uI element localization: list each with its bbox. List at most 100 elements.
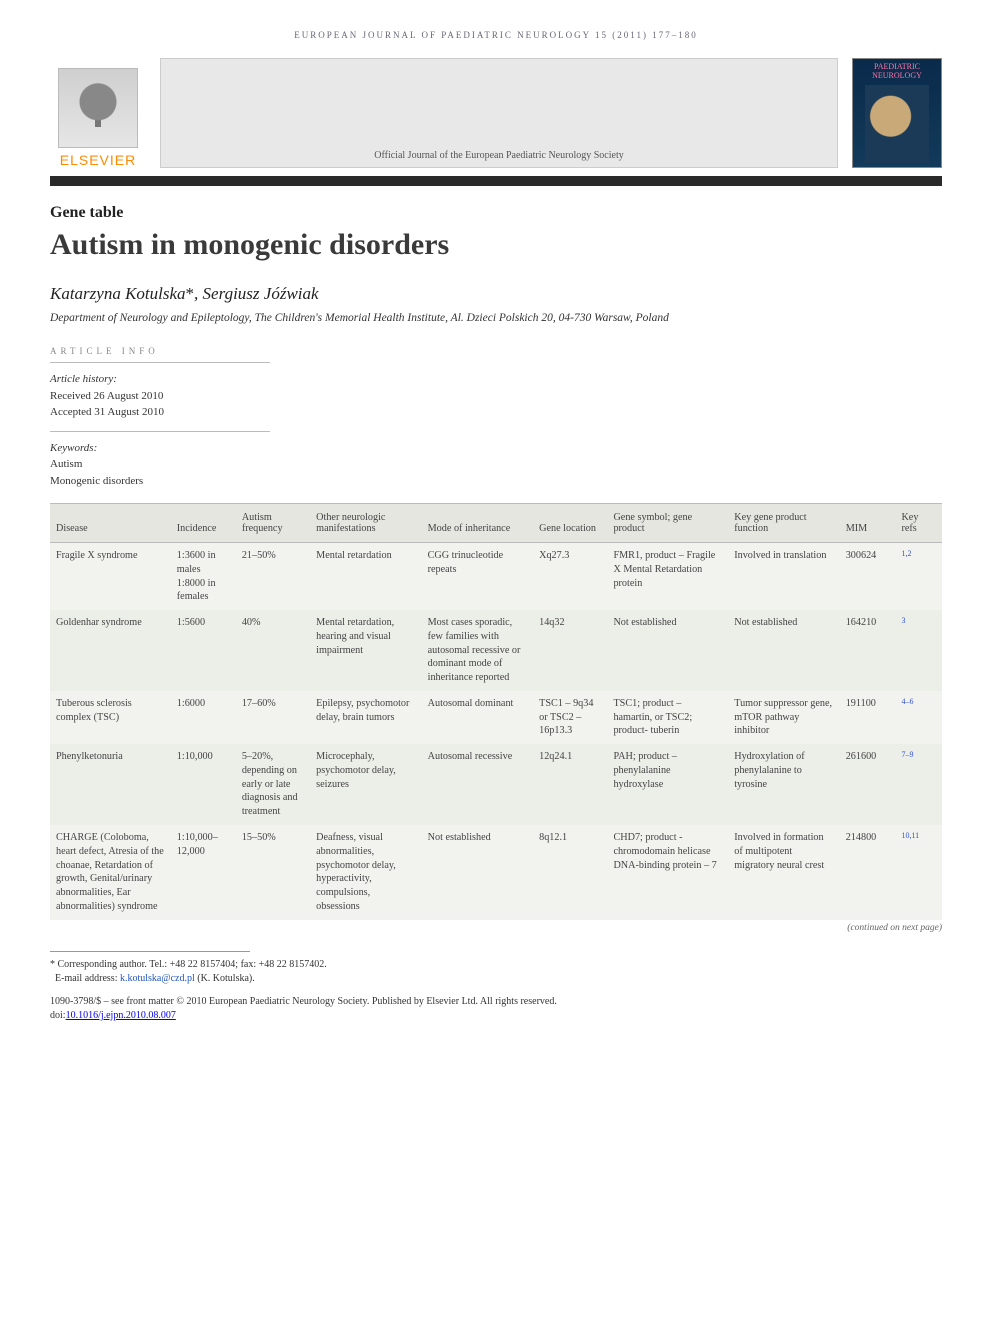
cover-image-icon	[865, 85, 929, 163]
table-cell: Fragile X syndrome	[50, 543, 171, 611]
table-cell: 214800	[840, 825, 896, 920]
table-cell: TSC1 – 9q34 or TSC2 – 16p13.3	[533, 691, 607, 744]
table-cell: CGG trinucleotide repeats	[422, 543, 533, 611]
table-cell: 7–9	[895, 744, 942, 825]
running-head: EUROPEAN JOURNAL OF PAEDIATRIC NEUROLOGY…	[50, 30, 942, 40]
table-cell: Phenylketonuria	[50, 744, 171, 825]
table-cell: Mental retardation, hearing and visual i…	[310, 610, 421, 691]
table-cell: Tuberous sclerosis complex (TSC)	[50, 691, 171, 744]
table-cell: 1:10,000–12,000	[171, 825, 236, 920]
header-band: ELSEVIER Official Journal of the Europea…	[50, 58, 942, 168]
table-row: Goldenhar syndrome1:560040%Mental retard…	[50, 610, 942, 691]
table-cell: 191100	[840, 691, 896, 744]
table-row: CHARGE (Coloboma, heart defect, Atresia …	[50, 825, 942, 920]
table-cell: CHD7; product - chromodomain helicase DN…	[607, 825, 728, 920]
table-cell: PAH; product – phenylalanine hydroxylase	[607, 744, 728, 825]
table-cell: CHARGE (Coloboma, heart defect, Atresia …	[50, 825, 171, 920]
table-cell: 12q24.1	[533, 744, 607, 825]
accepted-line: Accepted 31 August 2010	[50, 406, 164, 418]
corresponding-tel: Tel.: +48 22 8157404; fax: +48 22 815740…	[149, 959, 327, 970]
email-name: (K. Kotulska).	[197, 973, 255, 984]
table-cell: 15–50%	[236, 825, 310, 920]
article-info-rule-2	[50, 431, 270, 432]
copyright-block: 1090-3798/$ – see front matter © 2010 Eu…	[50, 995, 942, 1023]
article-info-head: ARTICLE INFO	[50, 346, 942, 356]
section-label: Gene table	[50, 204, 942, 222]
table-cell: 21–50%	[236, 543, 310, 611]
publisher-logo: ELSEVIER	[50, 58, 146, 168]
received-line: Received 26 August 2010	[50, 390, 163, 402]
keyword-1: Autism	[50, 458, 82, 470]
author-2: Sergiusz Jóźwiak	[203, 284, 319, 303]
table-header-cell: Gene symbol; gene product	[607, 504, 728, 543]
table-cell: TSC1; product – hamartin, or TSC2; produ…	[607, 691, 728, 744]
article-info-rule	[50, 362, 270, 363]
table-row: Fragile X syndrome1:3600 in males 1:8000…	[50, 543, 942, 611]
table-header-row: DiseaseIncidenceAutism frequencyOther ne…	[50, 504, 942, 543]
table-cell: 1:10,000	[171, 744, 236, 825]
history-label: Article history:	[50, 373, 117, 385]
table-cell: 5–20%, depending on early or late diagno…	[236, 744, 310, 825]
article-title: Autism in monogenic disorders	[50, 228, 942, 262]
table-cell: Involved in translation	[728, 543, 839, 611]
table-cell: 1,2	[895, 543, 942, 611]
corresponding-email-link[interactable]: k.kotulska@czd.pl	[120, 973, 195, 984]
keyword-2: Monogenic disorders	[50, 475, 143, 487]
table-cell: Xq27.3	[533, 543, 607, 611]
copyright-line: 1090-3798/$ – see front matter © 2010 Eu…	[50, 996, 557, 1007]
journal-banner: Official Journal of the European Paediat…	[160, 58, 838, 168]
table-cell: Mental retardation	[310, 543, 421, 611]
table-row: Phenylketonuria1:10,0005–20%, depending …	[50, 744, 942, 825]
continued-note: (continued on next page)	[50, 923, 942, 933]
email-label: E-mail address:	[55, 973, 117, 984]
table-cell: Tumor suppressor gene, mTOR pathway inhi…	[728, 691, 839, 744]
table-header-cell: Gene location	[533, 504, 607, 543]
table-cell: Not established	[728, 610, 839, 691]
table-cell: Deafness, visual abnormalities, psychomo…	[310, 825, 421, 920]
table-header-cell: Other neurologic manifestations	[310, 504, 421, 543]
cover-title: PAEDIATRIC NEUROLOGY	[857, 63, 937, 81]
authors: Katarzyna Kotulska*, Sergiusz Jóźwiak	[50, 284, 942, 304]
table-cell: 4–6	[895, 691, 942, 744]
publisher-logo-text: ELSEVIER	[60, 152, 136, 168]
table-cell: Autosomal recessive	[422, 744, 533, 825]
table-header-cell: Key gene product function	[728, 504, 839, 543]
corresponding-footnote: * Corresponding author. Tel.: +48 22 815…	[50, 958, 942, 987]
table-cell: 17–60%	[236, 691, 310, 744]
table-cell: Most cases sporadic, few families with a…	[422, 610, 533, 691]
table-cell: Epilepsy, psychomotor delay, brain tumor…	[310, 691, 421, 744]
affiliation: Department of Neurology and Epileptology…	[50, 312, 942, 324]
table-header-cell: Incidence	[171, 504, 236, 543]
table-cell: 1:3600 in males 1:8000 in females	[171, 543, 236, 611]
table-cell: Involved in formation of multipotent mig…	[728, 825, 839, 920]
table-cell: 300624	[840, 543, 896, 611]
table-cell: 261600	[840, 744, 896, 825]
table-cell: Not established	[607, 610, 728, 691]
table-header-cell: Autism frequency	[236, 504, 310, 543]
journal-cover-thumb: PAEDIATRIC NEUROLOGY	[852, 58, 942, 168]
table-cell: 1:5600	[171, 610, 236, 691]
table-cell: 164210	[840, 610, 896, 691]
doi-link[interactable]: 10.1016/j.ejpn.2010.08.007	[66, 1010, 176, 1021]
official-journal-line: Official Journal of the European Paediat…	[374, 150, 623, 161]
table-header-cell: Key refs	[895, 504, 942, 543]
article-history: Article history: Received 26 August 2010…	[50, 371, 310, 421]
corresponding-star-icon: *	[186, 284, 195, 303]
doi-label: doi:	[50, 1010, 66, 1021]
table-cell: 3	[895, 610, 942, 691]
table-cell: 14q32	[533, 610, 607, 691]
corresponding-label: * Corresponding author.	[50, 959, 147, 970]
author-1: Katarzyna Kotulska	[50, 284, 186, 303]
table-row: Tuberous sclerosis complex (TSC)1:600017…	[50, 691, 942, 744]
keywords-label: Keywords:	[50, 442, 97, 454]
table-cell: 10,11	[895, 825, 942, 920]
table-header-cell: Mode of inheritance	[422, 504, 533, 543]
elsevier-tree-icon	[58, 68, 138, 148]
table-header-cell: MIM	[840, 504, 896, 543]
table-cell: Autosomal dominant	[422, 691, 533, 744]
footnote-rule	[50, 951, 250, 952]
table-cell: 40%	[236, 610, 310, 691]
table-cell: 8q12.1	[533, 825, 607, 920]
table-cell: Not established	[422, 825, 533, 920]
table-cell: Microcephaly, psychomotor delay, seizure…	[310, 744, 421, 825]
